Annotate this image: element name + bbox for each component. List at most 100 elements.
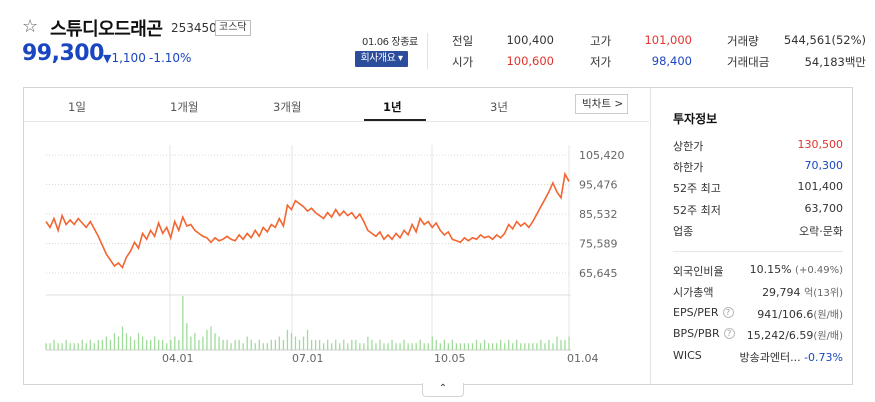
volume-bar: [483, 339, 486, 350]
volume-bar: [435, 339, 437, 350]
volume-bar: [451, 339, 454, 350]
header-divider: [427, 33, 428, 69]
info-label: 상한가: [673, 140, 704, 153]
current-price: 99,300: [22, 41, 104, 66]
info-value: 70,300: [804, 159, 844, 172]
volume-bar: [335, 339, 337, 350]
volume-bar: [371, 339, 373, 350]
volume-bar: [487, 343, 490, 350]
volume-bar: [427, 343, 429, 350]
volume-bar: [214, 333, 216, 350]
change-percent: -1.10%: [149, 51, 192, 65]
x-tick-label: 07.01: [292, 352, 324, 365]
volume-bar: [419, 339, 421, 350]
volume-bar: [206, 329, 208, 350]
info-label: EPS/PER?: [673, 306, 734, 319]
volume-bar: [97, 339, 99, 350]
volume-bar: [61, 343, 63, 350]
info-row: 하한가 70,300: [673, 159, 843, 175]
volume-bar: [504, 343, 506, 350]
volume-bar: [109, 339, 112, 350]
volume-bar: [532, 343, 534, 350]
volume-bar: [500, 339, 502, 350]
tab-1year[interactable]: 1년: [383, 100, 402, 114]
volume-bar: [479, 343, 482, 350]
volume-bar: [222, 339, 224, 350]
volume-bar: [459, 343, 462, 350]
stock-code: 253450: [171, 21, 217, 35]
volume-bar: [133, 339, 136, 350]
info-label: 시가총액: [673, 286, 714, 299]
volume-bar: [443, 339, 445, 350]
volume-bars: [45, 296, 570, 350]
volume-bar: [359, 343, 361, 350]
help-icon[interactable]: ?: [722, 307, 734, 318]
volume-bar: [495, 343, 498, 350]
volume-bar: [447, 343, 450, 350]
volume-bar: [520, 343, 522, 350]
volume-bar: [423, 343, 425, 350]
info-value: 130,500: [797, 138, 844, 151]
volume-bar: [113, 333, 116, 350]
company-overview-button[interactable]: 회사개요 ▾: [355, 51, 408, 67]
volume-bar: [182, 296, 184, 350]
volume-bar: [564, 339, 566, 350]
volume-bar: [399, 343, 401, 350]
info-row: 52주 최고 101,400: [673, 180, 843, 196]
volume-bar: [246, 336, 248, 350]
volume-bar: [318, 339, 321, 350]
foreign-ratio-change: (+0.49%): [795, 265, 843, 276]
volume-bar: [194, 333, 196, 350]
volume-bar: [302, 336, 305, 350]
volume-bar: [57, 343, 59, 350]
volume-bar: [363, 343, 365, 350]
quote-label: 시가: [452, 55, 474, 69]
help-icon[interactable]: ?: [723, 328, 735, 339]
volume-bar: [339, 343, 341, 350]
wics-change: -0.73%: [804, 351, 843, 364]
x-axis-labels: 04.01 07.01 10.05 01.04: [162, 352, 599, 365]
quote-label: 거래량: [727, 34, 759, 48]
volume-bar: [552, 343, 554, 350]
info-label: 52주 최고: [673, 182, 721, 195]
volume-bar: [158, 339, 160, 350]
info-value: 941/106.6(원/배): [757, 306, 843, 321]
volume-bar: [379, 339, 381, 350]
volume-bar: [49, 343, 51, 350]
volume-bar: [121, 326, 124, 350]
volume-bar: [322, 343, 325, 350]
big-chart-button[interactable]: 빅차트 >: [575, 94, 628, 114]
volume-bar: [455, 343, 458, 350]
y-axis-labels: 105,420 95,476 85,532 75,589 65,645: [579, 149, 625, 280]
tab-1day[interactable]: 1일: [68, 100, 86, 114]
info-value: 방송과엔터... -0.73%: [739, 349, 843, 365]
volume-bar: [218, 336, 220, 350]
stock-chart: 105,420 95,476 85,532 75,589 65,645 04.01 07.…: [45, 145, 625, 365]
volume-bar: [129, 336, 132, 350]
volume-bar: [407, 343, 409, 350]
volume-bar: [250, 339, 252, 350]
market-cap-rank: 억(13위): [804, 288, 843, 299]
quote-value: 101,000: [644, 33, 692, 47]
tab-3month[interactable]: 3개월: [273, 100, 302, 114]
closing-note: 01.06 장종료: [362, 37, 418, 48]
quote-value: 100,400: [506, 33, 554, 47]
star-icon[interactable]: ☆: [22, 16, 39, 37]
volume-bar: [242, 343, 244, 350]
active-tab-indicator: [364, 119, 426, 121]
tab-1month[interactable]: 1개월: [170, 100, 199, 114]
volume-bar: [125, 333, 128, 350]
volume-bar: [544, 343, 546, 350]
wics-sector[interactable]: 방송과엔터...: [739, 351, 801, 364]
volume-bar: [375, 343, 377, 350]
collapse-chevron-icon[interactable]: ⌃: [422, 383, 464, 397]
volume-bar: [411, 343, 413, 350]
volume-bar: [512, 343, 514, 350]
tab-3year[interactable]: 3년: [490, 100, 508, 114]
volume-bar: [145, 339, 148, 350]
foreign-ratio: 10.15%: [749, 263, 792, 276]
volume-bar: [258, 339, 260, 350]
quote-value: 544,561(52%): [783, 33, 866, 47]
info-row: 상한가 130,500: [673, 138, 843, 154]
volume-bar: [347, 343, 349, 350]
